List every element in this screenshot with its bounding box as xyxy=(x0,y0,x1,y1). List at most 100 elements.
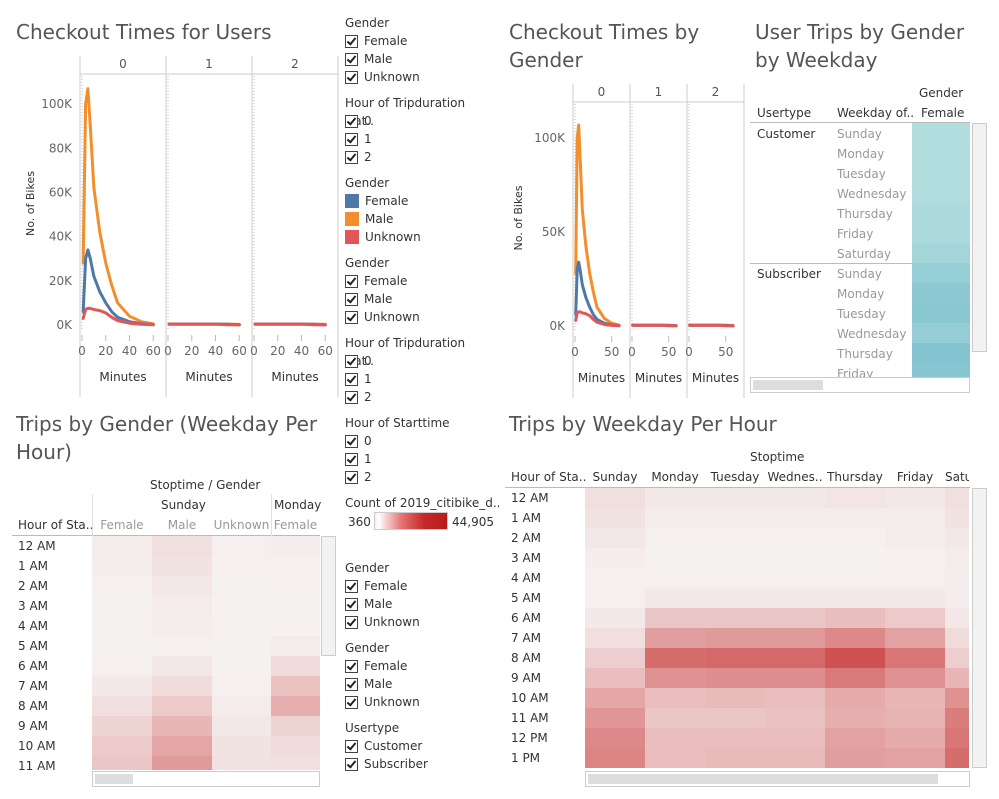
heat-cell[interactable] xyxy=(271,656,320,676)
heat-cell[interactable] xyxy=(645,488,705,508)
filter-option[interactable]: Male xyxy=(345,210,495,228)
heat-cell[interactable] xyxy=(765,488,825,508)
heat-cell[interactable] xyxy=(945,688,969,708)
trips-gender-hscroll-thumb[interactable] xyxy=(95,774,133,784)
heat-cell[interactable] xyxy=(705,748,765,768)
heat-cell[interactable] xyxy=(885,688,945,708)
filter-option[interactable]: 1 xyxy=(345,370,495,388)
heat-cell[interactable] xyxy=(825,648,885,668)
heat-cell[interactable] xyxy=(271,716,320,736)
user-trips-vscroll[interactable] xyxy=(972,123,987,352)
filter-option[interactable]: Subscriber xyxy=(345,755,495,773)
heat-cell[interactable] xyxy=(92,656,152,676)
heat-cell[interactable] xyxy=(912,323,970,343)
heat-cell[interactable] xyxy=(945,748,969,768)
heat-cell[interactable] xyxy=(645,628,705,648)
heat-cell[interactable] xyxy=(825,568,885,588)
filter-option[interactable]: Female xyxy=(345,577,495,595)
heat-cell[interactable] xyxy=(825,748,885,768)
checkbox-icon[interactable] xyxy=(345,452,358,466)
heat-cell[interactable] xyxy=(645,668,705,688)
heat-cell[interactable] xyxy=(945,648,969,668)
heat-cell[interactable] xyxy=(212,736,271,756)
heat-cell[interactable] xyxy=(92,576,152,596)
heat-cell[interactable] xyxy=(765,568,825,588)
checkbox-icon[interactable] xyxy=(345,150,358,164)
heat-cell[interactable] xyxy=(945,608,969,628)
heat-cell[interactable] xyxy=(645,588,705,608)
heat-cell[interactable] xyxy=(885,728,945,748)
heat-cell[interactable] xyxy=(92,616,152,636)
heat-cell[interactable] xyxy=(705,648,765,668)
filter-option[interactable]: Unknown xyxy=(345,613,495,631)
filter-option[interactable]: Female xyxy=(345,657,495,675)
heat-cell[interactable] xyxy=(585,548,645,568)
heat-cell[interactable] xyxy=(645,748,705,768)
filter-option[interactable]: Female xyxy=(345,272,495,290)
filter-option[interactable]: Female xyxy=(345,32,495,50)
heat-cell[interactable] xyxy=(271,596,320,616)
checkbox-icon[interactable] xyxy=(345,310,358,324)
heat-cell[interactable] xyxy=(912,343,970,363)
heat-cell[interactable] xyxy=(152,616,212,636)
heat-cell[interactable] xyxy=(152,716,212,736)
heat-cell[interactable] xyxy=(705,528,765,548)
heat-cell[interactable] xyxy=(271,756,320,770)
heat-cell[interactable] xyxy=(912,283,970,303)
checkbox-icon[interactable] xyxy=(345,114,358,128)
checkbox-icon[interactable] xyxy=(345,579,358,593)
heat-cell[interactable] xyxy=(885,708,945,728)
heat-cell[interactable] xyxy=(705,608,765,628)
heat-cell[interactable] xyxy=(645,648,705,668)
checkbox-icon[interactable] xyxy=(345,470,358,484)
checkbox-icon[interactable] xyxy=(345,34,358,48)
checkbox-icon[interactable] xyxy=(345,434,358,448)
filter-option[interactable]: 0 xyxy=(345,432,495,450)
heat-cell[interactable] xyxy=(705,488,765,508)
heat-cell[interactable] xyxy=(912,263,970,283)
heat-cell[interactable] xyxy=(705,548,765,568)
heat-cell[interactable] xyxy=(885,548,945,568)
heat-cell[interactable] xyxy=(585,688,645,708)
heat-cell[interactable] xyxy=(271,576,320,596)
checkbox-icon[interactable] xyxy=(345,354,358,368)
heat-cell[interactable] xyxy=(152,756,212,770)
filter-option[interactable]: Female xyxy=(345,192,495,210)
trips-gender-vscroll[interactable] xyxy=(321,536,336,656)
heat-cell[interactable] xyxy=(945,708,969,728)
checkbox-icon[interactable] xyxy=(345,390,358,404)
heat-cell[interactable] xyxy=(825,488,885,508)
heat-cell[interactable] xyxy=(912,123,970,143)
checkbox-icon[interactable] xyxy=(345,292,358,306)
checkbox-icon[interactable] xyxy=(345,659,358,673)
heat-cell[interactable] xyxy=(705,708,765,728)
filter-option[interactable]: 2 xyxy=(345,468,495,486)
heat-cell[interactable] xyxy=(945,508,969,528)
heat-cell[interactable] xyxy=(825,728,885,748)
trips-weekday-vscroll[interactable] xyxy=(972,488,987,768)
heat-cell[interactable] xyxy=(212,716,271,736)
filter-option[interactable]: Unknown xyxy=(345,68,495,86)
filter-option[interactable]: Male xyxy=(345,290,495,308)
heat-cell[interactable] xyxy=(645,528,705,548)
heat-cell[interactable] xyxy=(152,556,212,576)
heat-cell[interactable] xyxy=(765,628,825,648)
heat-cell[interactable] xyxy=(885,488,945,508)
heat-cell[interactable] xyxy=(765,528,825,548)
heat-cell[interactable] xyxy=(152,656,212,676)
heat-cell[interactable] xyxy=(885,608,945,628)
heat-cell[interactable] xyxy=(912,143,970,163)
heat-cell[interactable] xyxy=(765,708,825,728)
heat-cell[interactable] xyxy=(92,536,152,556)
heat-cell[interactable] xyxy=(92,596,152,616)
heat-cell[interactable] xyxy=(152,696,212,716)
filter-option[interactable]: Male xyxy=(345,675,495,693)
checkbox-icon[interactable] xyxy=(345,597,358,611)
heat-cell[interactable] xyxy=(825,668,885,688)
heat-cell[interactable] xyxy=(705,568,765,588)
heat-cell[interactable] xyxy=(212,536,271,556)
heat-cell[interactable] xyxy=(212,556,271,576)
filter-option[interactable]: Unknown xyxy=(345,693,495,711)
heat-cell[interactable] xyxy=(945,628,969,648)
heat-cell[interactable] xyxy=(885,588,945,608)
